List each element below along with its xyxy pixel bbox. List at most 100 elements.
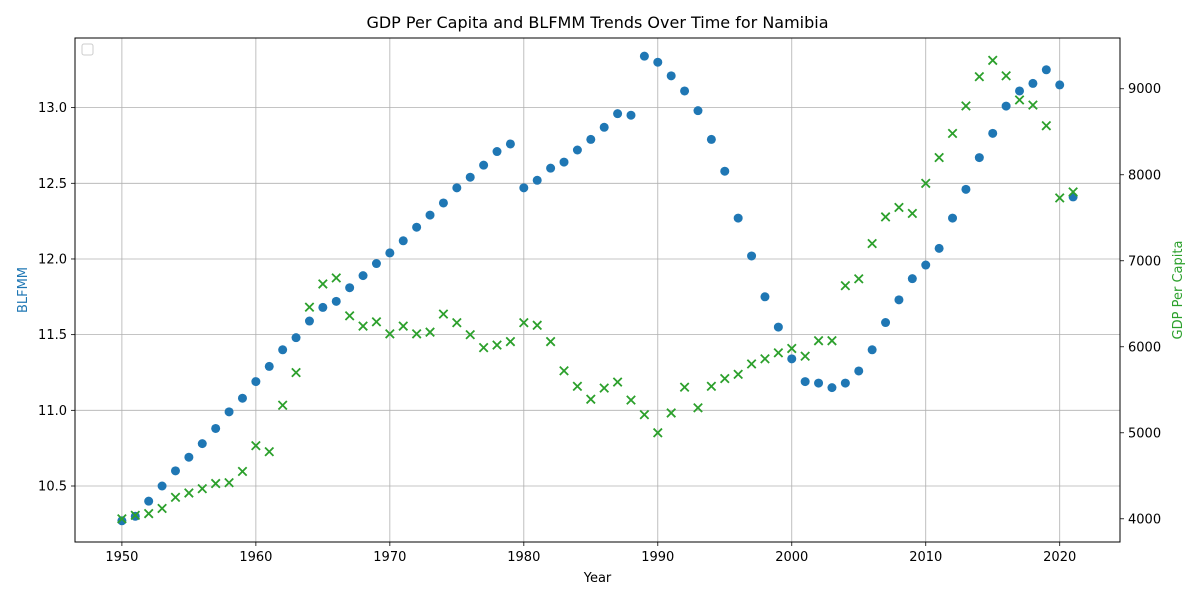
blfmm-point xyxy=(572,145,582,155)
blfmm-point xyxy=(144,496,154,506)
blfmm-point xyxy=(157,481,167,491)
blfmm-point xyxy=(264,361,274,371)
gdp-per-capita-point xyxy=(157,503,167,514)
gdp-per-capita-point xyxy=(344,310,355,321)
gdp-per-capita-point xyxy=(840,280,851,291)
gdp-per-capita-point xyxy=(666,408,677,418)
y-right-tick-label: 8000 xyxy=(1128,168,1161,183)
gdp-per-capita-point xyxy=(974,71,985,82)
blfmm-point xyxy=(733,213,743,223)
blfmm-point xyxy=(613,109,623,119)
x-tick-label: 1970 xyxy=(373,550,406,565)
gdp-per-capita-point xyxy=(585,394,596,405)
gdp-per-capita-point xyxy=(425,327,435,337)
gdp-per-capita-point xyxy=(251,440,261,451)
y-right-tick-label: 9000 xyxy=(1128,82,1161,97)
gdp-per-capita-point xyxy=(827,335,837,346)
gdp-per-capita-point xyxy=(237,466,248,477)
blfmm-point xyxy=(1068,192,1078,202)
blfmm-point xyxy=(197,439,207,449)
gdp-per-capita-point xyxy=(760,353,770,364)
blfmm-point xyxy=(371,259,381,269)
gdp-per-capita-point xyxy=(800,351,810,362)
gdp-per-capita-point xyxy=(197,483,208,494)
gdp-per-capita-point xyxy=(385,329,395,339)
gdp-per-capita-point xyxy=(318,279,328,289)
blfmm-point xyxy=(479,160,489,170)
gdp-per-capita-point xyxy=(652,427,663,438)
blfmm-point xyxy=(760,292,770,302)
blfmm-point xyxy=(974,153,984,163)
gdp-per-capita-point xyxy=(1041,120,1052,131)
gdp-per-capita-point xyxy=(398,321,409,331)
blfmm-point xyxy=(505,139,515,149)
blfmm-point xyxy=(546,163,556,173)
blfmm-point xyxy=(1001,101,1011,111)
y-right-tick-label: 4000 xyxy=(1128,512,1161,527)
gdp-per-capita-point xyxy=(451,317,462,328)
gdp-per-capita-point xyxy=(813,335,824,346)
gdp-per-capita-point xyxy=(867,238,877,249)
x-tick-label: 1980 xyxy=(507,550,540,565)
blfmm-point xyxy=(948,213,958,223)
blfmm-point xyxy=(639,51,649,61)
series-blfmm xyxy=(117,51,1078,526)
gdp-per-capita-point xyxy=(532,320,543,331)
gdp-per-capita-point xyxy=(224,477,234,488)
blfmm-point xyxy=(653,57,663,67)
gdp-per-capita-point xyxy=(411,329,422,339)
blfmm-point xyxy=(747,251,757,261)
blfmm-point xyxy=(773,322,783,332)
gdp-per-capita-point xyxy=(478,342,489,353)
left-y-axis-title: BLFMM xyxy=(16,267,31,313)
blfmm-point xyxy=(211,423,221,433)
gdp-per-capita-point xyxy=(1001,71,1011,81)
gdp-per-capita-point xyxy=(907,208,918,219)
y-left-tick-label: 12.0 xyxy=(38,252,67,267)
blfmm-point xyxy=(237,393,247,403)
gdp-per-capita-point xyxy=(693,402,703,413)
blfmm-point xyxy=(331,296,341,306)
blfmm-point xyxy=(519,183,529,193)
gdp-per-capita-point xyxy=(304,302,315,313)
blfmm-point xyxy=(626,110,636,120)
gdp-per-capita-point xyxy=(518,317,529,328)
y-right-tick-label: 5000 xyxy=(1128,426,1161,441)
blfmm-point xyxy=(720,166,730,176)
blfmm-point xyxy=(1041,65,1051,75)
blfmm-point xyxy=(291,333,301,343)
gdp-per-capita-point xyxy=(987,55,998,66)
gdp-per-capita-point xyxy=(358,321,368,331)
y-right-tick-label: 7000 xyxy=(1128,254,1161,269)
blfmm-point xyxy=(438,198,448,208)
gdp-per-capita-point xyxy=(880,212,891,222)
gdp-per-capita-point xyxy=(331,273,342,283)
gdp-per-capita-point xyxy=(117,513,127,524)
gdp-per-capita-point xyxy=(210,478,221,489)
gdp-per-capita-point xyxy=(733,369,744,380)
series-gdp-per-capita xyxy=(117,55,1078,524)
gdp-per-capita-point xyxy=(505,336,516,347)
blfmm-point xyxy=(452,183,462,193)
axis-ticks: 1950 1960 1970 1980 1990 2000 2010 2020 10.5 11.0… xyxy=(38,82,1161,565)
blfmm-point xyxy=(412,222,422,232)
blfmm-point xyxy=(251,377,261,387)
blfmm-point xyxy=(867,345,877,355)
gdp-per-capita-point xyxy=(679,382,690,393)
gdp-per-capita-point xyxy=(130,510,141,521)
plot-frame xyxy=(74,37,1121,543)
gdp-per-capita-point xyxy=(371,316,382,327)
blfmm-point xyxy=(1028,78,1038,88)
gdp-per-capita-point xyxy=(438,309,449,319)
gdp-per-capita-point xyxy=(599,383,610,393)
gdp-per-capita-point xyxy=(639,409,650,420)
gdp-per-capita-point xyxy=(706,381,717,392)
blfmm-point xyxy=(398,236,408,246)
x-tick-label: 2000 xyxy=(775,550,808,565)
blfmm-point xyxy=(961,184,971,194)
gdp-per-capita-point xyxy=(786,343,797,354)
x-axis-title: Year xyxy=(583,571,612,586)
gdp-per-capita-point xyxy=(961,101,971,111)
